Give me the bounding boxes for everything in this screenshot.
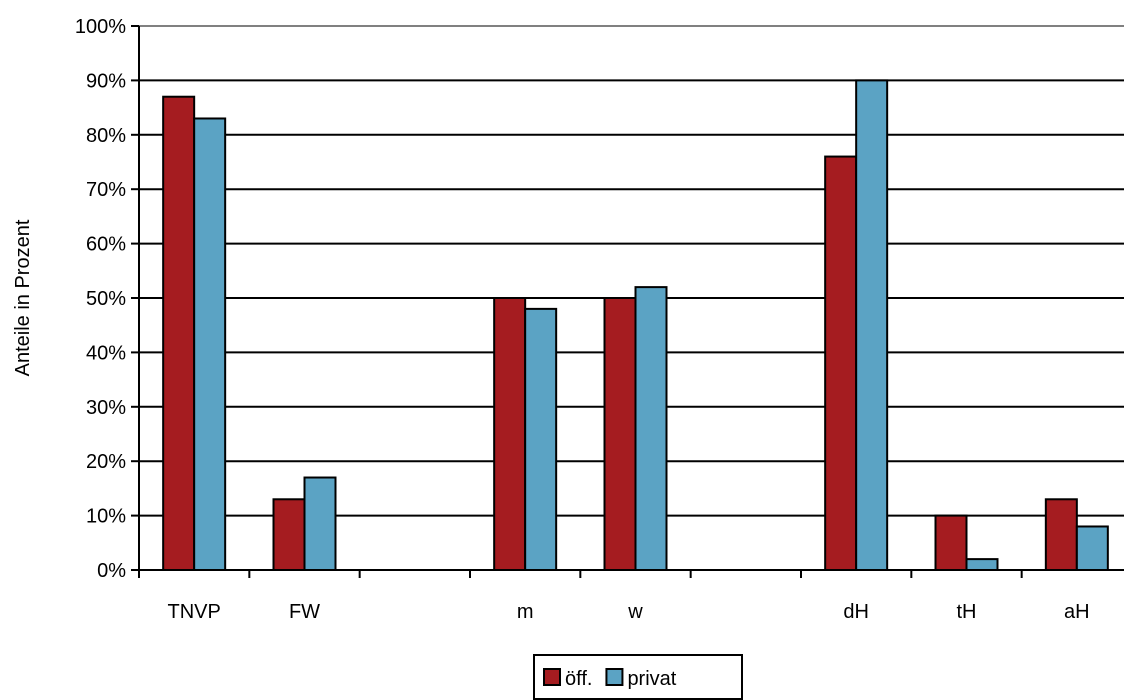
bar xyxy=(162,95,196,571)
bar xyxy=(193,117,227,571)
bar xyxy=(303,476,337,571)
y-tick-label: 20% xyxy=(86,451,126,473)
y-tick-label: 100% xyxy=(75,16,126,38)
y-tick-label: 60% xyxy=(86,234,126,256)
bar xyxy=(493,297,527,571)
legend-label: privat xyxy=(627,668,676,690)
legend-label: öff. xyxy=(565,668,592,690)
x-tick-label: w xyxy=(627,601,643,623)
y-tick-label: 10% xyxy=(86,506,126,528)
y-tick-label: 30% xyxy=(86,397,126,419)
bar xyxy=(824,155,858,571)
legend-swatch xyxy=(605,668,624,686)
bar xyxy=(855,79,889,572)
x-tick-label: TNVP xyxy=(167,601,220,623)
x-tick-label: aH xyxy=(1064,601,1090,623)
bars xyxy=(162,79,1109,572)
y-tick-label: 40% xyxy=(86,342,126,364)
x-tick-label: tH xyxy=(957,601,977,623)
bar xyxy=(1044,498,1078,571)
bar xyxy=(524,307,558,571)
x-tick-labels: TNVP FW m w dH tH aH xyxy=(167,601,1089,623)
legend-swatch xyxy=(543,668,561,686)
bar xyxy=(634,286,668,571)
y-tick-label: 0% xyxy=(97,560,126,582)
x-tick-label: dH xyxy=(843,601,869,623)
y-tick-label: 70% xyxy=(86,179,126,201)
bar xyxy=(603,297,637,571)
y-tick-label: 90% xyxy=(86,70,126,92)
x-tick-label: FW xyxy=(289,601,320,623)
y-tick-label: 50% xyxy=(86,288,126,310)
y-tick-label: 80% xyxy=(86,125,126,147)
bar xyxy=(934,514,968,571)
legend-frame xyxy=(533,654,743,700)
legend: öff. privat xyxy=(533,654,743,700)
bar xyxy=(965,558,999,571)
x-tick-label: m xyxy=(517,601,534,623)
axes xyxy=(131,25,1124,578)
y-tick-labels: 0% 10% 20% 30% 40% 50% 60% 70% 80% 90% 100% xyxy=(75,16,126,582)
bar xyxy=(1075,525,1109,571)
bar xyxy=(272,498,306,571)
y-axis-title: Anteile in Prozent xyxy=(12,219,34,376)
